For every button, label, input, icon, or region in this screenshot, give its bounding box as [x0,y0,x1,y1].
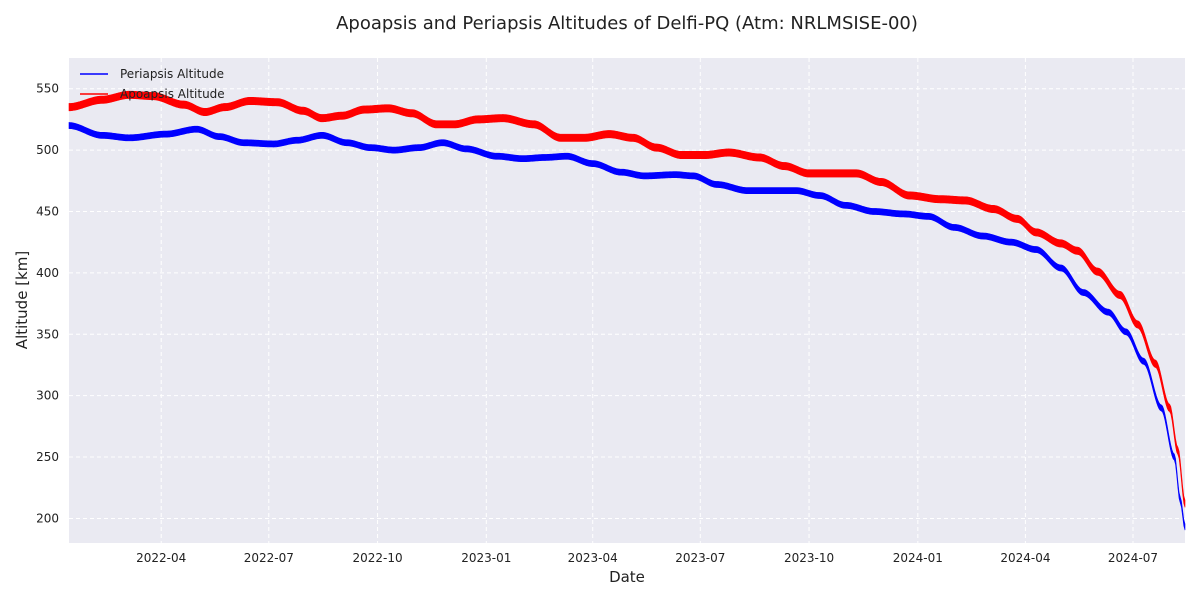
x-tick-label: 2022-07 [244,551,294,565]
grid-lines [69,58,1185,543]
y-tick-label: 400 [36,266,59,280]
x-tick-label: 2024-07 [1108,551,1158,565]
y-axis-ticks: 200 250 300 350 400 450 500 550 [36,82,59,526]
y-tick-label: 550 [36,82,59,96]
x-tick-label: 2022-10 [352,551,402,565]
x-axis-label: Date [609,568,645,586]
y-tick-label: 450 [36,204,59,218]
y-axis-label: Altitude [km] [13,251,31,349]
periapsis-altitude-legend-label: Periapsis Altitude [120,67,224,81]
y-tick-label: 350 [36,327,59,341]
y-tick-label: 300 [36,389,59,403]
series-group [68,90,1186,531]
legend: Periapsis Altitude Apoapsis Altitude [80,67,225,101]
y-tick-label: 500 [36,143,59,157]
x-tick-label: 2023-07 [675,551,725,565]
apoapsis-altitude-legend-label: Apoapsis Altitude [120,87,225,101]
x-tick-label: 2023-04 [568,551,618,565]
x-tick-label: 2022-04 [136,551,186,565]
y-tick-label: 250 [36,450,59,464]
x-tick-label: 2024-01 [893,551,943,565]
x-tick-label: 2023-10 [784,551,834,565]
x-tick-label: 2024-04 [1000,551,1050,565]
x-axis-ticks: 2022-04 2022-07 2022-10 2023-01 2023-04 2023-… [136,551,1158,565]
y-tick-label: 200 [36,511,59,525]
chart-title: Apoapsis and Periapsis Altitudes of Delf… [336,13,918,34]
periapsis-altitude-band [68,122,1186,531]
x-tick-label: 2023-01 [461,551,511,565]
apoapsis-altitude-band [68,90,1186,508]
plot-area [69,58,1185,543]
